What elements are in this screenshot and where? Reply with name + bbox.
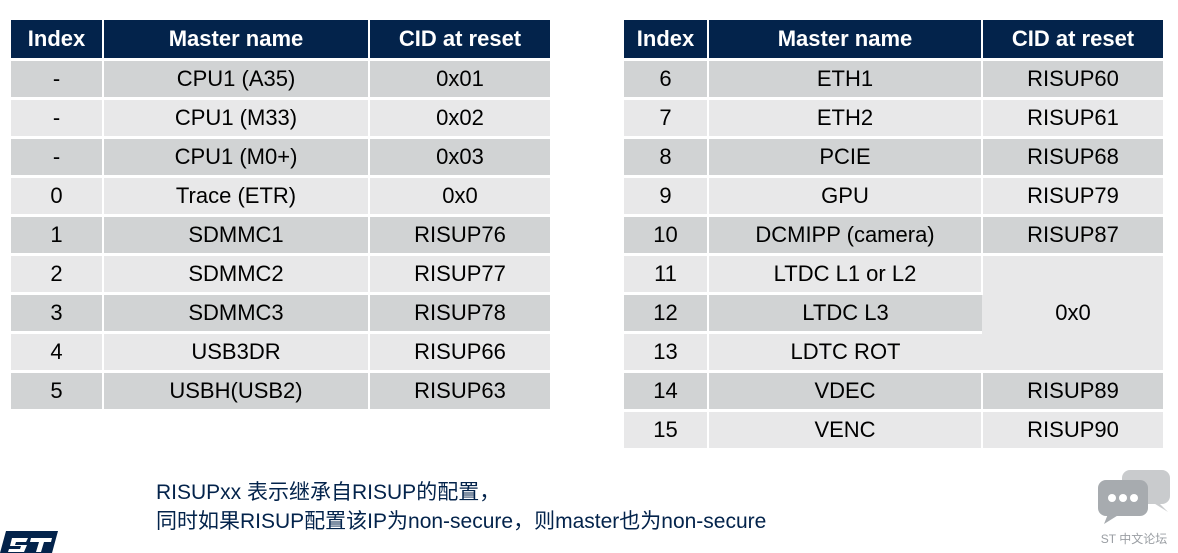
cell-index: 1 xyxy=(11,215,104,256)
cell-master-name: CPU1 (A35) xyxy=(103,59,370,100)
header-index: Index xyxy=(624,20,709,61)
cell-cid: 0x02 xyxy=(369,98,550,139)
header-master-name: Master name xyxy=(708,20,983,61)
table-row: 3 SDMMC3 RISUP78 xyxy=(11,293,550,334)
table-row: 6 ETH1 RISUP60 xyxy=(624,59,1163,100)
table-row: - CPU1 (A35) 0x01 xyxy=(11,59,550,100)
table-row: 14 VDEC RISUP89 xyxy=(624,371,1163,412)
cell-cid: RISUP89 xyxy=(982,371,1163,412)
table-row: 15 VENC RISUP90 xyxy=(624,410,1163,451)
header-master-name: Master name xyxy=(103,20,370,61)
cell-cid: RISUP90 xyxy=(982,410,1163,451)
left-cid-table: Index Master name CID at reset - CPU1 (A… xyxy=(11,20,550,412)
cell-index: 3 xyxy=(11,293,104,334)
footnote-line-2: 同时如果RISUP配置该IP为non-secure，则master也为non-s… xyxy=(156,510,767,533)
cell-cid: RISUP66 xyxy=(369,332,550,373)
header-index: Index xyxy=(11,20,104,61)
forum-badge[interactable]: ST 中文论坛 xyxy=(1096,466,1172,552)
cell-index: 0 xyxy=(11,176,104,217)
cell-index: - xyxy=(11,137,104,178)
chat-bubbles-icon xyxy=(1098,470,1170,524)
cell-master-name: CPU1 (M33) xyxy=(103,98,370,139)
cell-cid: RISUP61 xyxy=(982,98,1163,139)
footnote-line-1: RISUPxx 表示继承自RISUP的配置， xyxy=(156,481,501,504)
cell-cid: RISUP76 xyxy=(369,215,550,256)
table-row: 10 DCMIPP (camera) RISUP87 xyxy=(624,215,1163,256)
table-row: - CPU1 (M33) 0x02 xyxy=(11,98,550,139)
cell-master-name: VENC xyxy=(708,410,983,451)
cell-master-name: LTDC L1 or L2 xyxy=(708,254,983,295)
table-row: 2 SDMMC2 RISUP77 xyxy=(11,254,550,295)
cell-master-name: CPU1 (M0+) xyxy=(103,137,370,178)
cell-index: 2 xyxy=(11,254,104,295)
cell-master-name: USB3DR xyxy=(103,332,370,373)
table-row: 4 USB3DR RISUP66 xyxy=(11,332,550,373)
cell-index: 10 xyxy=(624,215,709,256)
cell-master-name: SDMMC2 xyxy=(103,254,370,295)
cell-master-name: PCIE xyxy=(708,137,983,178)
cell-cid: 0x0 xyxy=(369,176,550,217)
cell-master-name: DCMIPP (camera) xyxy=(708,215,983,256)
table-row: 9 GPU RISUP79 xyxy=(624,176,1163,217)
table-row: 13 LDTC ROT xyxy=(624,332,1163,373)
cell-cid: RISUP79 xyxy=(982,176,1163,217)
cell-cid: 0x01 xyxy=(369,59,550,100)
cell-cid: 0x03 xyxy=(369,137,550,178)
right-cid-table: Index Master name CID at reset 6 ETH1 RI… xyxy=(624,20,1163,451)
cell-index: 8 xyxy=(624,137,709,178)
table-row: - CPU1 (M0+) 0x03 xyxy=(11,137,550,178)
cell-index: 7 xyxy=(624,98,709,139)
cell-index: 14 xyxy=(624,371,709,412)
cell-index: - xyxy=(11,98,104,139)
cell-master-name: SDMMC3 xyxy=(103,293,370,334)
table-row: 5 USBH(USB2) RISUP63 xyxy=(11,371,550,412)
cell-master-name: Trace (ETR) xyxy=(103,176,370,217)
table-row: 12 LTDC L3 xyxy=(624,293,1163,334)
cell-index: 4 xyxy=(11,332,104,373)
cell-cid: RISUP63 xyxy=(369,371,550,412)
cell-master-name: SDMMC1 xyxy=(103,215,370,256)
cell-index: 5 xyxy=(11,371,104,412)
table-row: 11 LTDC L1 or L2 0x0 xyxy=(624,254,1163,373)
cell-cid: RISUP87 xyxy=(982,215,1163,256)
cell-master-name: LDTC ROT xyxy=(708,332,982,373)
table-row: 8 PCIE RISUP68 xyxy=(624,137,1163,178)
cell-cid: RISUP68 xyxy=(982,137,1163,178)
cell-master-name: VDEC xyxy=(708,371,983,412)
table-header-row: Index Master name CID at reset xyxy=(624,20,1163,61)
cell-master-name: USBH(USB2) xyxy=(103,371,370,412)
cell-cid: RISUP77 xyxy=(369,254,550,295)
cell-master-name: ETH2 xyxy=(708,98,983,139)
cell-master-name: GPU xyxy=(708,176,983,217)
table-row: 1 SDMMC1 RISUP76 xyxy=(11,215,550,256)
cell-cid: RISUP60 xyxy=(982,59,1163,100)
cell-cid-merged: 0x0 xyxy=(982,254,1163,373)
cell-index: 15 xyxy=(624,410,709,451)
cell-master-name: ETH1 xyxy=(708,59,983,100)
cell-index: 6 xyxy=(624,59,709,100)
forum-label: ST 中文论坛 xyxy=(1100,532,1168,546)
cell-index: 11 xyxy=(624,254,709,295)
cell-master-name: LTDC L3 xyxy=(708,293,982,334)
table-row: 7 ETH2 RISUP61 xyxy=(624,98,1163,139)
table-header-row: Index Master name CID at reset xyxy=(11,20,550,61)
cell-index: 9 xyxy=(624,176,709,217)
cell-index: 13 xyxy=(624,332,709,373)
footnote: RISUPxx 表示继承自RISUP的配置， 同时如果RISUP配置该IP为no… xyxy=(156,478,766,536)
header-cid-at-reset: CID at reset xyxy=(982,20,1163,61)
cell-cid: RISUP78 xyxy=(369,293,550,334)
cell-index: - xyxy=(11,59,104,100)
table-row: 0 Trace (ETR) 0x0 xyxy=(11,176,550,217)
st-logo-icon xyxy=(0,531,58,553)
cell-index: 12 xyxy=(624,293,709,334)
header-cid-at-reset: CID at reset xyxy=(369,20,550,61)
